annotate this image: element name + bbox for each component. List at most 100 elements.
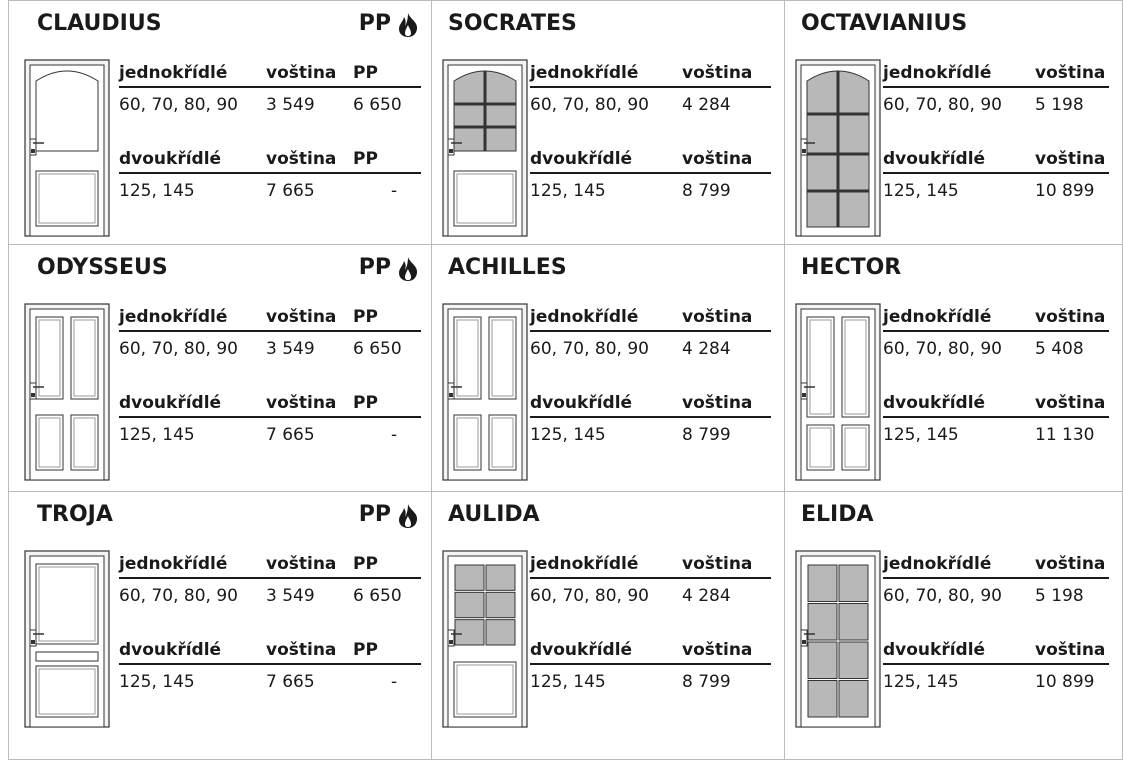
table-value: 10 899	[1035, 181, 1095, 201]
header-underline	[119, 577, 421, 579]
glass-pane	[807, 680, 838, 718]
door-illustration	[795, 59, 881, 237]
table-header: jednokřídlé	[530, 307, 639, 327]
table-header: jednokřídlé	[530, 63, 639, 83]
header-underline	[119, 416, 421, 418]
table-header: voština	[266, 554, 337, 574]
handle-plate	[29, 382, 37, 400]
handle-plate	[447, 629, 455, 647]
product-name: AULIDA	[448, 502, 540, 527]
header-underline	[883, 663, 1109, 665]
lock	[449, 149, 453, 153]
lock	[31, 393, 35, 397]
table-header: PP	[353, 554, 378, 574]
table-value: 125, 145	[530, 181, 606, 201]
panel	[488, 414, 517, 471]
panel	[806, 424, 835, 471]
glass-pane	[838, 680, 869, 718]
table-value: 125, 145	[883, 425, 959, 445]
header-underline	[530, 663, 771, 665]
glass-pane	[838, 564, 869, 602]
table-value: 125, 145	[883, 672, 959, 692]
table-header: voština	[1035, 640, 1106, 660]
table-header: jednokřídlé	[119, 63, 228, 83]
panel-inner	[844, 319, 867, 415]
product-cell: ELIDA jednokřídlé voština 60, 70, 80, 90 5 1…	[785, 492, 1123, 760]
panel-inner	[456, 319, 479, 397]
product-name: TROJA	[37, 502, 113, 527]
table-header: voština	[682, 149, 753, 169]
table-value: 60, 70, 80, 90	[530, 586, 649, 606]
panel-inner	[38, 417, 61, 468]
table-value: 125, 145	[119, 181, 195, 201]
table-value: 7 665	[266, 181, 315, 201]
table-header: dvoukřídlé	[530, 393, 633, 413]
table-value: 125, 145	[119, 672, 195, 692]
table-header: voština	[266, 640, 337, 660]
lock	[802, 393, 806, 397]
table-header: dvoukřídlé	[119, 149, 222, 169]
header-underline	[119, 86, 421, 88]
product-cell: ODYSSEUS PP jednokřídlé voština PP 60, 70, 80…	[8, 245, 432, 492]
table-header: PP	[353, 640, 378, 660]
table-value: 125, 145	[530, 425, 606, 445]
table-value: 6 650	[353, 339, 402, 359]
table-value: 125, 145	[119, 425, 195, 445]
table-header: dvoukřídlé	[530, 149, 633, 169]
header-underline	[530, 172, 771, 174]
table-value: -	[391, 181, 398, 201]
table-value: 60, 70, 80, 90	[530, 339, 649, 359]
lock	[31, 640, 35, 644]
table-header: voština	[682, 307, 753, 327]
product-name: CLAUDIUS	[37, 11, 162, 36]
panel	[453, 661, 517, 718]
lock	[449, 393, 453, 397]
panel	[35, 316, 64, 400]
table-header: voština	[1035, 63, 1106, 83]
panel	[35, 414, 64, 471]
handle-plate	[447, 382, 455, 400]
lock	[802, 149, 806, 153]
panel-inner	[38, 668, 96, 715]
table-header: jednokřídlé	[119, 554, 228, 574]
flame-icon	[399, 504, 418, 528]
lock	[31, 149, 35, 153]
table-value: 5 408	[1035, 339, 1084, 359]
glass-pane	[454, 591, 485, 619]
table-value: 60, 70, 80, 90	[119, 586, 238, 606]
product-cell: TROJA PP jednokřídlé voština PP 60, 70, 80, 9…	[8, 492, 432, 760]
panel	[841, 424, 870, 471]
fire-badge: PP	[358, 502, 391, 527]
panel	[35, 170, 99, 227]
table-value: 8 799	[682, 672, 731, 692]
door-illustration	[442, 59, 528, 237]
handle-plate	[800, 629, 808, 647]
table-header: voština	[266, 149, 337, 169]
table-value: 6 650	[353, 586, 402, 606]
header-underline	[530, 86, 771, 88]
table-value: 60, 70, 80, 90	[530, 95, 649, 115]
panel	[488, 316, 517, 400]
table-value: 60, 70, 80, 90	[883, 95, 1002, 115]
flame-icon	[399, 13, 418, 37]
glass-pane	[838, 603, 869, 641]
table-header: jednokřídlé	[883, 554, 992, 574]
product-cell: OCTAVIANIUS jednokřídlé voština 60, 70, 80,…	[785, 0, 1123, 245]
panel-inner	[38, 173, 96, 224]
table-value: 3 549	[266, 586, 315, 606]
table-value: 60, 70, 80, 90	[119, 339, 238, 359]
table-header: dvoukřídlé	[883, 149, 986, 169]
header-underline	[530, 416, 771, 418]
fire-badge: PP	[358, 11, 391, 36]
table-header: dvoukřídlé	[119, 393, 222, 413]
panel-inner	[809, 319, 832, 415]
glass-pane	[485, 564, 516, 591]
flame	[399, 13, 418, 37]
door-illustration	[442, 550, 528, 728]
table-header: dvoukřídlé	[530, 640, 633, 660]
header-underline	[119, 172, 421, 174]
table-header: voština	[1035, 554, 1106, 574]
header-underline	[883, 172, 1109, 174]
table-value: 3 549	[266, 339, 315, 359]
door-illustration	[795, 303, 881, 481]
